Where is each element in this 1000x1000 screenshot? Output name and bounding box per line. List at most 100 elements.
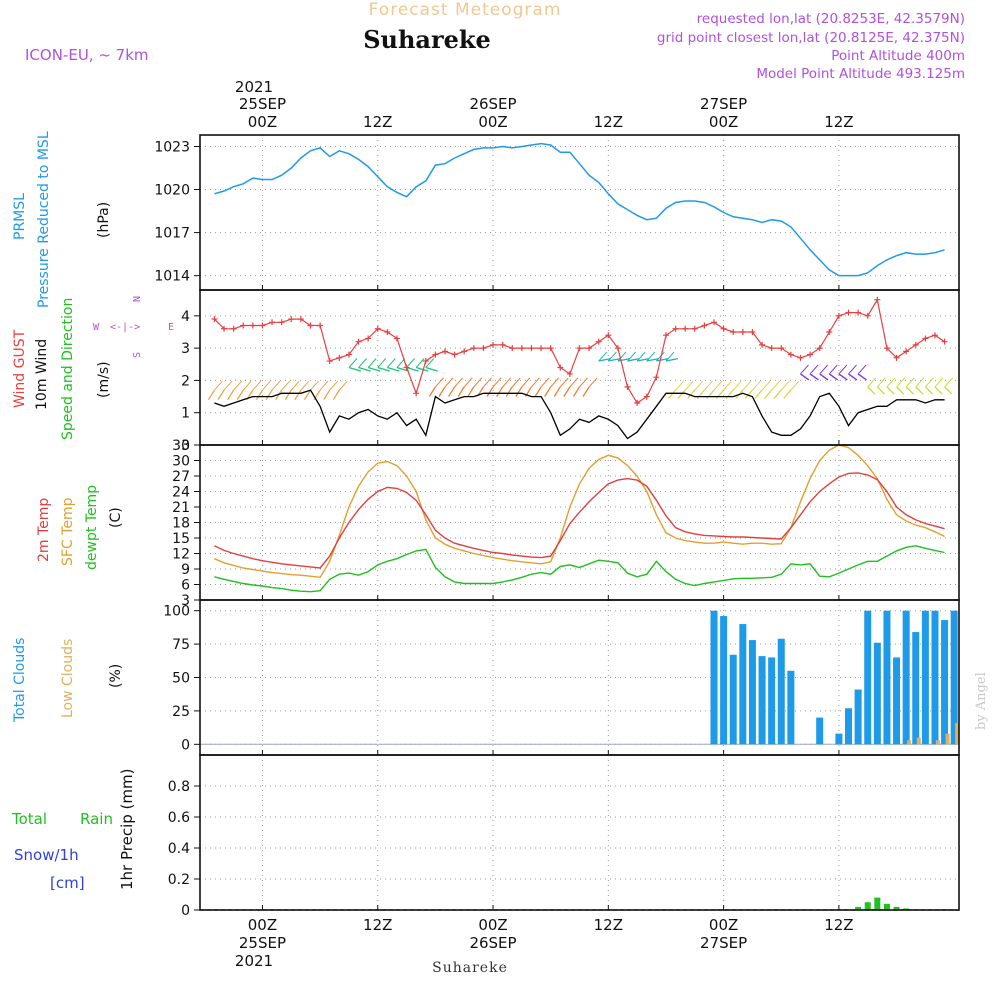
precip-rain-label: Rain — [80, 810, 113, 828]
gust-marker — [922, 335, 929, 342]
total-cloud-bar — [777, 638, 785, 745]
wind-barb — [773, 389, 782, 399]
total-cloud-bar — [912, 632, 920, 745]
wind-barb-hatch — [233, 380, 243, 391]
wind-barb — [667, 389, 677, 399]
wind-barb — [496, 386, 504, 397]
wind-barb — [515, 386, 523, 397]
bottom-tick-label: 00Z — [709, 916, 738, 934]
top-tick-label: 12Z — [594, 113, 623, 131]
gust-marker — [672, 325, 679, 332]
total-cloud-bar — [854, 689, 862, 745]
wind-barb — [265, 389, 273, 401]
wind-barb — [944, 386, 953, 395]
chart-title: Forecast Meteogram — [369, 0, 562, 20]
wind-barb — [217, 389, 225, 401]
wind-barb-hatch — [838, 364, 848, 375]
gust-marker — [326, 358, 333, 365]
wind-barb — [553, 386, 561, 397]
chart-panels: 1014101710201023012343691215182124273033… — [154, 134, 960, 919]
gust-marker — [845, 309, 852, 316]
sfc-temp-label: SFC Temp — [60, 497, 76, 566]
top-year: 2021 — [235, 78, 273, 96]
wind-barb — [867, 386, 876, 395]
wind-barb-hatch — [550, 377, 560, 388]
t2m-line — [214, 472, 945, 569]
speed-direction-label: Speed and Direction — [60, 298, 76, 440]
wind-barb-hatch — [329, 380, 339, 391]
wind-barb-hatch — [713, 380, 723, 391]
top-date-label: 26SEP — [469, 95, 516, 113]
wind-barb-hatch — [886, 377, 896, 388]
wind-barb-hatch — [511, 377, 521, 388]
wind-barb-hatch — [319, 380, 329, 391]
wind-barb — [387, 366, 400, 372]
wind-barb-hatch — [646, 351, 656, 362]
bottom-tick-label: 12Z — [594, 916, 623, 934]
wind-barb — [617, 358, 631, 362]
total-cloud-bar — [739, 624, 747, 745]
gust-marker — [624, 383, 631, 390]
total-cloud-bar — [729, 654, 737, 745]
y-tick-label: 9 — [181, 562, 190, 578]
wind-barb-hatch — [598, 351, 608, 362]
gust-marker — [634, 400, 641, 407]
wind-barb — [608, 358, 621, 362]
wind-barb-hatch — [435, 377, 444, 388]
wind-barb-hatch — [876, 377, 886, 388]
gust-marker — [787, 351, 794, 358]
gust-marker — [576, 345, 583, 352]
watermark: by Angel — [974, 672, 989, 730]
y-tick-label: 1020 — [154, 183, 190, 199]
gust-marker — [538, 345, 545, 352]
compass-n: N — [132, 296, 143, 302]
total-cloud-bar — [748, 640, 756, 745]
wind-barb-hatch — [521, 377, 531, 388]
top-date-label: 27SEP — [700, 95, 747, 113]
y-tick-label: 0.2 — [168, 872, 190, 888]
wind-barb-hatch — [367, 358, 377, 368]
wind-barb — [915, 386, 924, 395]
rain-bar — [855, 906, 862, 910]
wind-barb — [828, 373, 839, 381]
y-tick-label: 0.6 — [168, 810, 190, 826]
wind-barb — [886, 386, 895, 395]
wind-barb — [358, 366, 371, 372]
wind-barb-hatch — [665, 351, 675, 362]
wind-barb-hatch — [761, 380, 771, 391]
sfc-temp-line — [214, 444, 945, 579]
y-tick-label: 30 — [172, 454, 190, 470]
gust-marker — [518, 345, 525, 352]
wind-barb — [656, 358, 669, 362]
wind-barb — [348, 366, 362, 372]
gust-marker — [317, 322, 324, 329]
rain-bar — [864, 902, 871, 910]
wind-gust-label: Wind GUST — [12, 329, 28, 408]
compass-e: E — [168, 322, 174, 333]
wind-barb-hatch — [540, 377, 550, 388]
wind-barb-hatch — [415, 358, 425, 368]
wind-barb-hatch — [723, 380, 732, 391]
top-date-label: 25SEP — [239, 95, 286, 113]
gust-marker — [586, 345, 593, 352]
precip-total-label: Total — [11, 810, 47, 828]
total-cloud-bar — [710, 610, 718, 745]
wind-barb — [377, 366, 390, 372]
wind-barb — [857, 373, 867, 381]
gust-marker — [413, 390, 420, 397]
wind-barb — [637, 358, 650, 362]
point-altitude: Point Altitude 400m — [831, 48, 965, 64]
top-tick-label: 00Z — [709, 113, 738, 131]
wind-barb-hatch — [809, 364, 819, 375]
low-cloud-bar — [955, 722, 960, 745]
bottom-date-label: 25SEP — [239, 934, 286, 952]
wind-barb — [207, 389, 215, 401]
total-cloud-bar — [845, 708, 853, 745]
wind-barb-hatch — [771, 380, 781, 391]
gust-marker — [653, 374, 660, 381]
gust-marker — [297, 316, 304, 323]
top-tick-label: 12Z — [824, 113, 853, 131]
gust-marker — [259, 322, 266, 329]
